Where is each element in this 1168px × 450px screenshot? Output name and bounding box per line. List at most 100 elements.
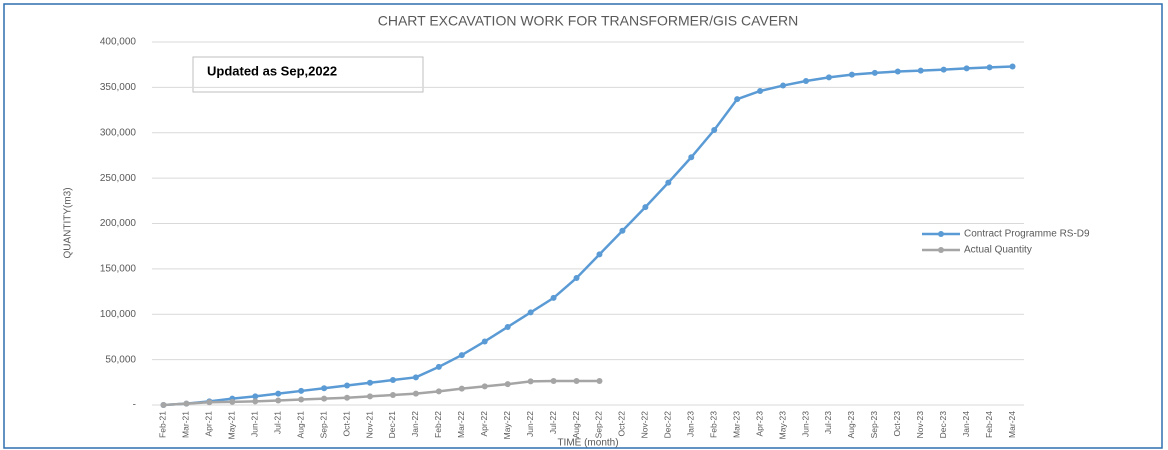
data-point: [389, 392, 396, 399]
data-point: [389, 377, 396, 384]
data-point: [871, 69, 878, 76]
data-point: [986, 64, 993, 71]
x-tick-label: Feb-24: [984, 411, 994, 438]
data-point: [550, 377, 557, 384]
data-point: [206, 399, 213, 406]
data-point: [596, 377, 603, 384]
data-point: [160, 402, 167, 408]
data-point: [780, 82, 787, 89]
x-tick-label: Aug-21: [295, 411, 305, 439]
data-point: [435, 388, 442, 395]
chart-title: CHART EXCAVATION WORK FOR TRANSFORMER/GI…: [378, 13, 799, 29]
data-point: [183, 400, 190, 407]
x-tick-label: May-23: [777, 411, 787, 440]
data-point: [894, 68, 901, 75]
data-point: [412, 374, 419, 381]
x-tick-label: Oct-21: [341, 411, 351, 437]
data-point: [573, 274, 580, 281]
data-point: [367, 393, 373, 400]
x-tick-label: Jun-23: [800, 411, 810, 437]
x-tick-label: Dec-23: [938, 411, 948, 439]
data-point: [321, 385, 328, 392]
data-point: [481, 338, 488, 345]
data-point: [1009, 63, 1016, 70]
x-tick-label: Aug-22: [571, 411, 581, 439]
data-point: [665, 179, 672, 186]
x-tick-label: Mar-23: [731, 411, 741, 438]
data-point: [734, 96, 741, 103]
x-tick-label: Feb-21: [158, 411, 168, 438]
x-tick-label: Sep-22: [594, 411, 604, 439]
x-tick-label: Jun-22: [525, 411, 535, 437]
data-point: [344, 382, 351, 389]
data-point: [848, 71, 855, 78]
data-point: [527, 309, 534, 316]
x-tick-label: Aug-23: [846, 411, 856, 439]
x-tick-label: Feb-23: [708, 411, 718, 438]
x-tick-label: Apr-22: [479, 411, 489, 437]
data-point: [298, 387, 305, 394]
x-tick-label: Mar-21: [181, 411, 191, 438]
x-tick-label: Oct-22: [617, 411, 627, 437]
annotation-box: [192, 56, 424, 93]
y-tick-label: 250,000: [100, 173, 137, 184]
data-point: [321, 395, 328, 402]
series-line: [163, 65, 1013, 407]
series-line: [163, 379, 600, 407]
x-tick-label: Mar-24: [1007, 411, 1017, 438]
annotation: Updated as Sep,2022: [207, 63, 337, 78]
data-point: [229, 398, 236, 405]
data-point: [458, 352, 465, 359]
data-point: [711, 127, 718, 134]
x-tick-label: Jan-24: [961, 411, 971, 437]
x-tick-label: Mar-22: [456, 411, 466, 438]
data-point: [298, 396, 305, 403]
x-tick-label: Apr-21: [204, 411, 214, 437]
data-point: [940, 66, 947, 73]
x-tick-label: Oct-23: [892, 411, 902, 437]
y-tick-label: 150,000: [100, 264, 137, 275]
data-point: [825, 74, 832, 81]
data-point: [504, 381, 511, 388]
x-tick-label: Jan-23: [686, 411, 696, 437]
data-point: [367, 379, 373, 386]
x-tick-label: May-22: [502, 411, 512, 440]
data-point: [619, 227, 626, 234]
x-tick-label: Jan-22: [410, 411, 420, 437]
data-point: [435, 363, 442, 370]
y-tick-label: 200,000: [100, 218, 137, 229]
data-point: [275, 397, 282, 404]
x-tick-label: Jul-22: [548, 411, 558, 434]
data-point: [688, 154, 695, 161]
data-point: [917, 67, 924, 74]
x-tick-label: Dec-22: [663, 411, 673, 439]
y-tick-label: 400,000: [100, 37, 137, 48]
data-point: [757, 88, 764, 95]
data-point: [275, 390, 282, 397]
x-tick-label: Feb-22: [433, 411, 443, 438]
x-tick-label: May-21: [227, 411, 237, 440]
x-tick-label: Dec-21: [387, 411, 397, 439]
data-point: [481, 383, 488, 390]
data-point: [458, 385, 465, 392]
data-point: [412, 390, 419, 397]
x-tick-label: Nov-21: [364, 411, 374, 439]
data-point: [527, 378, 534, 385]
x-tick-label: Jul-21: [272, 411, 282, 434]
data-point: [252, 393, 259, 400]
y-tick-label: 300,000: [100, 127, 137, 138]
data-point: [596, 251, 603, 258]
x-tick-label: Nov-23: [915, 411, 925, 439]
x-tick-label: Sep-23: [869, 411, 879, 439]
x-tick-label: Jun-21: [250, 411, 260, 437]
data-point: [573, 377, 580, 384]
y-tick-label: 350,000: [100, 82, 137, 93]
data-point: [344, 394, 351, 401]
data-point: [550, 294, 557, 301]
y-axis-label: QUANTITY(m3): [63, 187, 74, 258]
y-tick-label: 50,000: [105, 354, 136, 365]
data-point: [504, 323, 511, 330]
data-point: [252, 398, 259, 405]
x-tick-label: Jul-23: [823, 411, 833, 434]
